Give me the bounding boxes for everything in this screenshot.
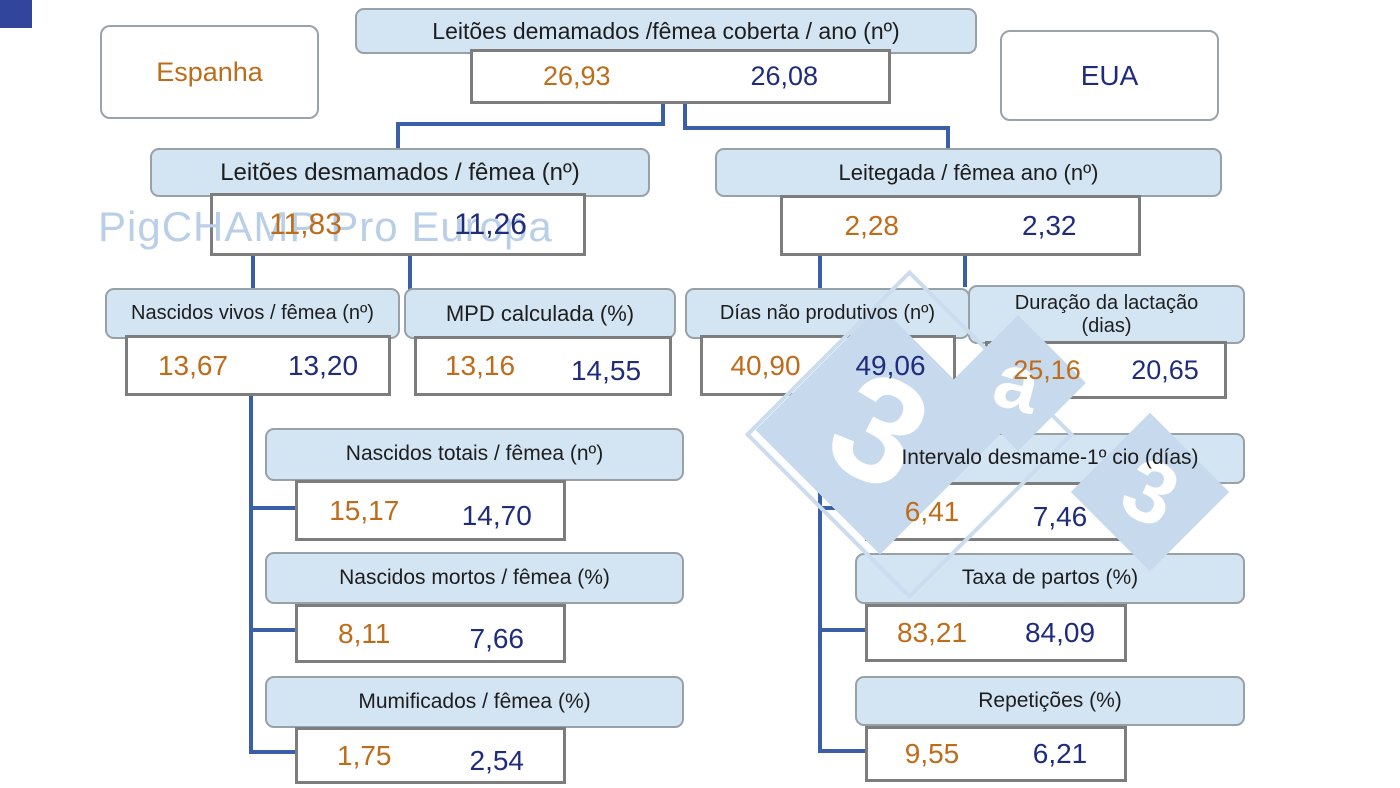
wean-estrus-value-usa: 7,46 [1032,500,1088,532]
connector-root-left-h [396,122,665,126]
node-born-alive-values: 13,67 13,20 [125,335,391,396]
connector-to-stillborn [249,628,297,632]
connector-left-trunk [249,390,253,754]
mummified-value-spain: 1,75 [337,739,392,771]
born-alive-value-spain: 13,67 [157,349,229,381]
node-litters-header: Leitegada / fêmea ano (nº) [715,148,1222,197]
stillborn-value-spain: 8,11 [338,617,391,649]
node-total-born-header: Nascidos totais / fêmea (nº) [265,428,684,481]
weaned-value-usa: 11,26 [454,207,527,241]
connector-to-total-born [249,506,297,510]
node-total-born-values: 15,17 14,70 [295,480,566,541]
npd-value-usa: 49,06 [855,349,926,381]
wean-estrus-value-spain: 6,41 [904,495,960,527]
mummified-value-usa: 2,54 [469,744,525,776]
repeats-value-usa: 6,21 [1032,738,1088,769]
watermark-pigchamp: PigCHAMP Pro Europa [98,203,553,250]
node-wean-estrus-label: Intervalo desmame-1º cio (días) [901,446,1199,470]
repeats-value-spain: 9,55 [904,738,960,769]
connector-right-trunk [818,390,822,753]
corner-mark [0,0,32,28]
connector-to-repeats [818,749,867,753]
node-mummified-label: Mumificados / fêmea (%) [358,689,591,713]
legend-spain-box: Espanha [100,25,319,119]
connector-to-mummified [249,750,297,754]
connector-to-npd [818,250,822,290]
legend-usa-box: EUA [1000,30,1219,121]
node-total-born-label: Nascidos totais / fêmea (nº) [345,442,604,466]
connector-to-litters [946,126,950,150]
connector-root-right-stub [683,98,687,128]
connector-to-lactation [963,250,967,287]
node-stillborn-values: 8,11 7,66 [295,604,566,663]
node-lactation-header: Duração da lactação (dias) [968,285,1245,344]
stillborn-value-usa: 7,66 [469,622,525,654]
legend-spain-label: Espanha [156,56,263,87]
connector-to-mpd [408,250,412,290]
node-root-label: Leitões demamados /fêmea coberta / ano (… [432,17,900,44]
farrowing-value-usa: 84,09 [1024,617,1096,648]
born-alive-value-usa: 13,20 [287,349,359,381]
node-born-alive-label: Nascidos vivos / fêmea (nº) [131,302,374,324]
node-stillborn-header: Nascidos mortos / fêmea (%) [265,552,684,604]
node-mpd-header: MPD calculada (%) [404,288,676,339]
node-farrowing-label: Taxa de partos (%) [961,566,1139,590]
node-weaned-values: 11,83 11,26 [210,193,586,256]
node-mummified-values: 1,75 2,54 [295,727,566,784]
connector-to-born-alive [251,250,255,290]
node-weaned-label: Leitões desmamados / fêmea (nº) [220,158,580,186]
node-root-values: 26,93 26,08 [470,49,891,104]
mpd-value-usa: 14,55 [570,355,642,386]
lactation-value-spain: 25,16 [1013,354,1081,385]
node-mpd-values: 13,16 14,55 [414,336,672,396]
legend-usa-label: EUA [1080,59,1139,91]
node-litters-values: 2,28 2,32 [780,195,1141,256]
node-npd-header: Días não produtivos (nº) [685,288,970,339]
weaned-value-spain: 11,83 [269,207,342,241]
connector-root-right-h [683,126,950,130]
node-farrowing-values: 83,21 84,09 [865,604,1127,662]
node-repeats-label: Repetições (%) [978,688,1122,712]
mpd-value-spain: 13,16 [444,350,516,381]
root-value-usa: 26,08 [750,61,819,91]
node-repeats-values: 9,55 6,21 [865,726,1127,782]
node-mummified-header: Mumificados / fêmea (%) [265,676,684,728]
node-mpd-label: MPD calculada (%) [445,300,635,326]
lactation-value-usa: 20,65 [1131,354,1199,385]
node-farrowing-header: Taxa de partos (%) [855,553,1245,604]
node-root-header: Leitões demamados /fêmea coberta / ano (… [355,8,977,54]
litters-value-spain: 2,28 [844,209,900,241]
node-repeats-header: Repetições (%) [855,676,1245,726]
node-litters-label: Leitegada / fêmea ano (nº) [838,159,1099,185]
farrowing-value-spain: 83,21 [896,617,968,648]
node-stillborn-label: Nascidos mortos / fêmea (%) [339,565,610,589]
npd-value-spain: 40,90 [730,349,801,381]
connector-to-weaned [396,122,400,150]
connector-root-left-stub [661,98,665,124]
total-born-value-usa: 14,70 [461,499,532,531]
root-value-spain: 26,93 [542,61,611,91]
total-born-value-spain: 15,17 [329,494,400,526]
node-weaned-header: Leitões desmamados / fêmea (nº) [150,148,650,197]
litters-value-usa: 2,32 [1022,209,1077,241]
connector-to-farrowing [818,628,867,632]
node-born-alive-header: Nascidos vivos / fêmea (nº) [105,288,400,339]
node-lactation-label: Duração da lactação (dias) [1014,291,1199,337]
node-npd-label: Días não produtivos (nº) [719,302,936,324]
